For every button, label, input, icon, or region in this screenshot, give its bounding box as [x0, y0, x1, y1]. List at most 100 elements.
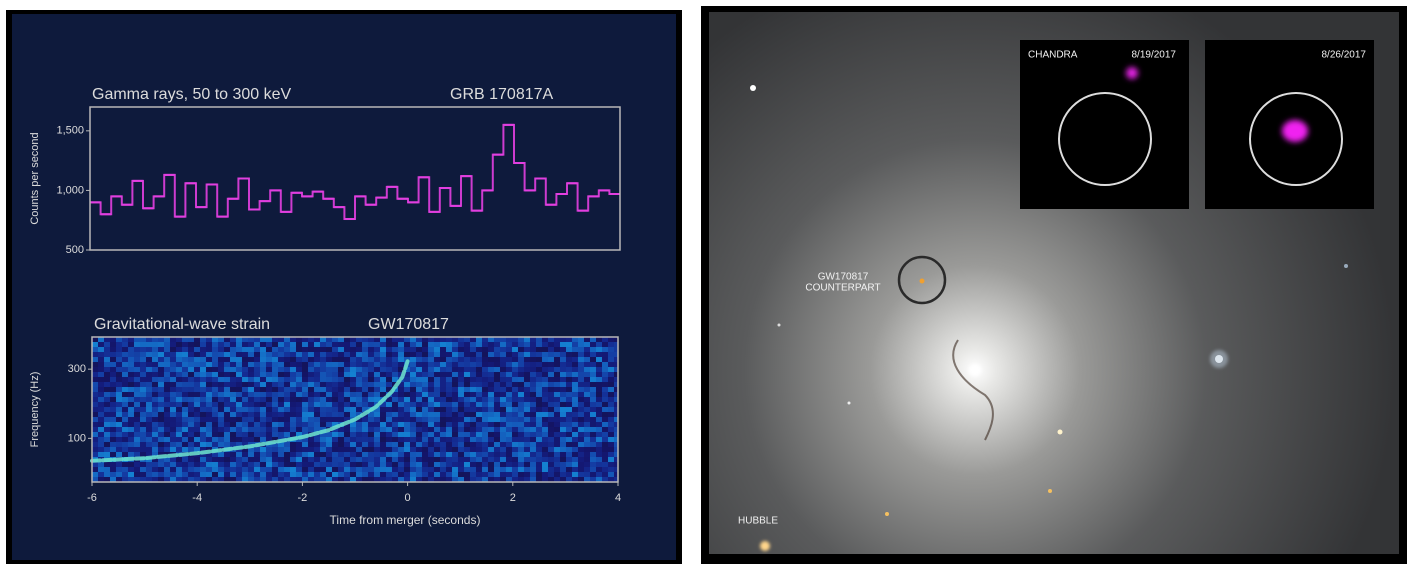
noise-cell [506, 377, 512, 382]
noise-cell [476, 477, 482, 482]
noise-cell [338, 462, 344, 467]
noise-cell [236, 472, 242, 477]
noise-cell [170, 437, 176, 442]
noise-cell [134, 472, 140, 477]
noise-cell [608, 472, 614, 477]
noise-cell [386, 362, 392, 367]
noise-cell [326, 347, 332, 352]
y-tick-label: 300 [68, 363, 86, 375]
noise-cell [560, 452, 566, 457]
noise-cell [272, 337, 278, 342]
noise-cell [572, 452, 578, 457]
noise-cell [374, 362, 380, 367]
noise-cell [572, 422, 578, 427]
noise-cell [380, 437, 386, 442]
noise-cell [92, 337, 98, 342]
noise-cell [506, 392, 512, 397]
noise-cell [254, 437, 260, 442]
noise-cell [290, 427, 296, 432]
chart-title: Gravitational-wave strain [94, 316, 270, 333]
noise-cell [356, 427, 362, 432]
noise-cell [218, 342, 224, 347]
noise-cell [524, 422, 530, 427]
noise-cell [512, 477, 518, 482]
noise-cell [266, 417, 272, 422]
noise-cell [302, 477, 308, 482]
noise-cell [314, 447, 320, 452]
noise-cell [608, 387, 614, 392]
noise-cell [338, 472, 344, 477]
noise-cell [518, 467, 524, 472]
noise-cell [602, 397, 608, 402]
noise-cell [128, 452, 134, 457]
counterpart-source [919, 278, 925, 284]
noise-cell [152, 417, 158, 422]
noise-cell [530, 437, 536, 442]
noise-cell [164, 462, 170, 467]
noise-cell [596, 347, 602, 352]
noise-cell [494, 377, 500, 382]
noise-cell [566, 462, 572, 467]
noise-cell [476, 342, 482, 347]
noise-cell [560, 357, 566, 362]
noise-cell [278, 347, 284, 352]
noise-cell [422, 417, 428, 422]
noise-cell [302, 387, 308, 392]
noise-cell [320, 457, 326, 462]
noise-cell [290, 432, 296, 437]
noise-cell [374, 432, 380, 437]
noise-cell [284, 422, 290, 427]
noise-cell [188, 352, 194, 357]
noise-cell [248, 437, 254, 442]
noise-cell [170, 357, 176, 362]
noise-cell [266, 447, 272, 452]
noise-cell [290, 477, 296, 482]
noise-cell [170, 417, 176, 422]
noise-cell [314, 442, 320, 447]
noise-cell [158, 347, 164, 352]
noise-cell [236, 362, 242, 367]
noise-cell [308, 472, 314, 477]
noise-cell [248, 402, 254, 407]
noise-cell [260, 437, 266, 442]
noise-cell [590, 412, 596, 417]
noise-cell [110, 342, 116, 347]
noise-cell [104, 377, 110, 382]
noise-cell [464, 432, 470, 437]
noise-cell [392, 437, 398, 442]
noise-cell [320, 402, 326, 407]
noise-cell [416, 442, 422, 447]
noise-cell [122, 342, 128, 347]
noise-cell [458, 467, 464, 472]
noise-cell [194, 382, 200, 387]
noise-cell [278, 397, 284, 402]
noise-cell [506, 472, 512, 477]
noise-cell [464, 392, 470, 397]
noise-cell [98, 377, 104, 382]
noise-cell [344, 362, 350, 367]
noise-cell [572, 432, 578, 437]
noise-cell [350, 477, 356, 482]
noise-cell [182, 432, 188, 437]
noise-cell [476, 362, 482, 367]
noise-cell [518, 362, 524, 367]
noise-cell [104, 352, 110, 357]
noise-cell [182, 352, 188, 357]
noise-cell [134, 357, 140, 362]
noise-cell [188, 472, 194, 477]
noise-cell [368, 357, 374, 362]
noise-cell [338, 452, 344, 457]
noise-cell [140, 402, 146, 407]
noise-cell [578, 457, 584, 462]
noise-cell [98, 442, 104, 447]
noise-cell [212, 362, 218, 367]
noise-cell [554, 462, 560, 467]
noise-cell [110, 337, 116, 342]
noise-cell [500, 467, 506, 472]
noise-cell [440, 397, 446, 402]
noise-cell [368, 347, 374, 352]
noise-cell [512, 417, 518, 422]
noise-cell [404, 447, 410, 452]
noise-cell [476, 472, 482, 477]
noise-cell [302, 422, 308, 427]
